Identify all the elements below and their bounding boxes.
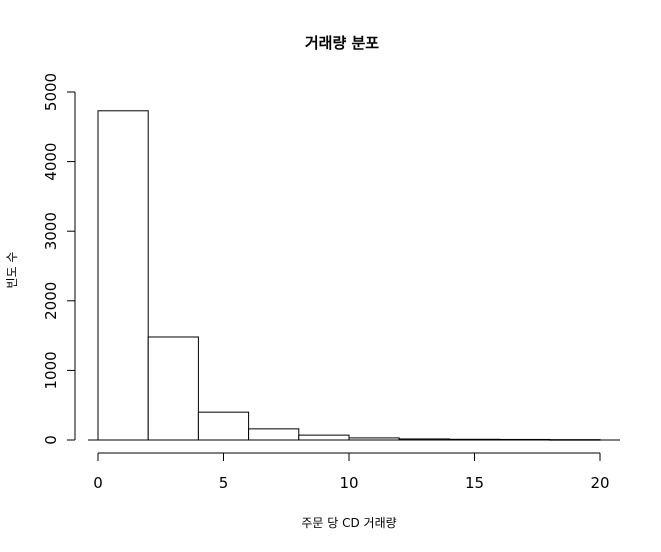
y-axis-label: 빈도 수 <box>5 252 19 289</box>
x-tick-label-1: 5 <box>219 474 229 492</box>
x-tick-label-0: 0 <box>93 474 103 492</box>
bar-4 <box>298 434 350 441</box>
x-tick-label-3: 15 <box>465 474 484 492</box>
y-axis: 0 1000 2000 3000 4000 5000 <box>42 73 76 445</box>
chart-title: 거래량 분포 <box>305 34 379 52</box>
bar-3 <box>248 428 300 441</box>
bar-0 <box>97 110 149 441</box>
y-tick-label-4: 4000 <box>42 143 60 181</box>
y-tick-label-1: 1000 <box>42 351 60 389</box>
y-tick-label-0: 0 <box>42 435 60 445</box>
x-axis-label: 주문 당 CD 거래량 <box>301 516 396 530</box>
bar-1 <box>147 336 199 441</box>
y-tick-label-5: 5000 <box>42 73 60 111</box>
x-axis: 0 5 10 15 20 <box>93 452 610 492</box>
x-tick-label-4: 20 <box>590 474 609 492</box>
bar-2 <box>197 411 250 441</box>
y-tick-label-3: 3000 <box>42 212 60 250</box>
bars-group <box>97 110 601 441</box>
y-tick-label-2: 2000 <box>42 282 60 320</box>
x-tick-label-2: 10 <box>339 474 358 492</box>
